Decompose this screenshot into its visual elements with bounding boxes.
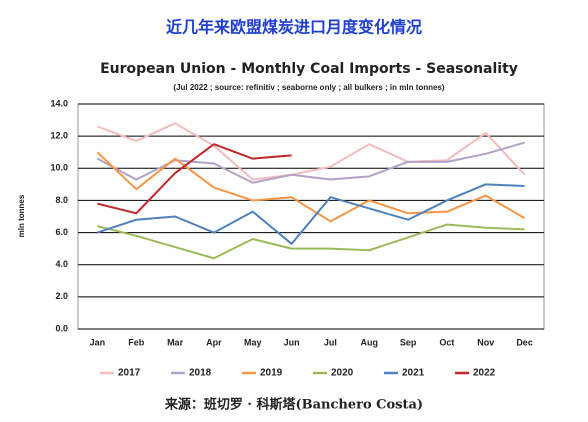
series-line <box>97 143 292 215</box>
y-axis-label: mln tonnes <box>17 194 26 237</box>
series-line <box>97 223 525 260</box>
y-tick-label: 12.0 <box>50 131 68 141</box>
x-tick-label: Jun <box>284 337 300 347</box>
y-tick-label: 4.0 <box>55 259 68 269</box>
legend-label: 2020 <box>331 368 354 379</box>
legend-label: 2018 <box>189 368 212 379</box>
x-tick-label: Mar <box>167 337 184 347</box>
x-tick-label: Apr <box>206 337 222 347</box>
x-tick-label: Jul <box>324 337 337 347</box>
chart-subtitle: (Jul 2022 ; source: refinitiv ; seaborne… <box>173 83 445 92</box>
y-tick-label: 10.0 <box>50 163 68 173</box>
chart-title: European Union - Monthly Coal Imports - … <box>100 61 518 77</box>
series-line <box>97 122 526 181</box>
series-line <box>96 141 525 184</box>
x-tick-label: Oct <box>439 337 454 347</box>
y-tick-label: 14.0 <box>50 98 68 108</box>
legend-label: 2022 <box>473 368 496 379</box>
x-tick-label: Aug <box>361 337 379 347</box>
x-tick-label: Sep <box>400 337 417 347</box>
legend-label: 2017 <box>118 368 141 379</box>
series-line <box>96 151 526 223</box>
x-tick-label: May <box>244 337 262 347</box>
y-tick-label: 8.0 <box>55 195 68 205</box>
series-line <box>97 183 525 245</box>
x-tick-label: Nov <box>477 337 494 347</box>
source: 来源：班切罗 · 科斯塔(Banchero Costa) <box>164 397 423 413</box>
legend-label: 2021 <box>402 368 425 379</box>
x-tick-label: Dec <box>516 337 533 347</box>
y-tick-label: 2.0 <box>55 291 68 301</box>
y-tick-label: 0.0 <box>55 323 68 333</box>
y-tick-label: 6.0 <box>55 227 68 237</box>
x-tick-label: Feb <box>128 337 145 347</box>
legend-label: 2019 <box>260 368 283 379</box>
heading: 近几年来欧盟煤炭进口月度变化情况 <box>166 18 422 37</box>
plot-area <box>77 103 545 330</box>
x-tick-label: Jan <box>90 337 106 347</box>
